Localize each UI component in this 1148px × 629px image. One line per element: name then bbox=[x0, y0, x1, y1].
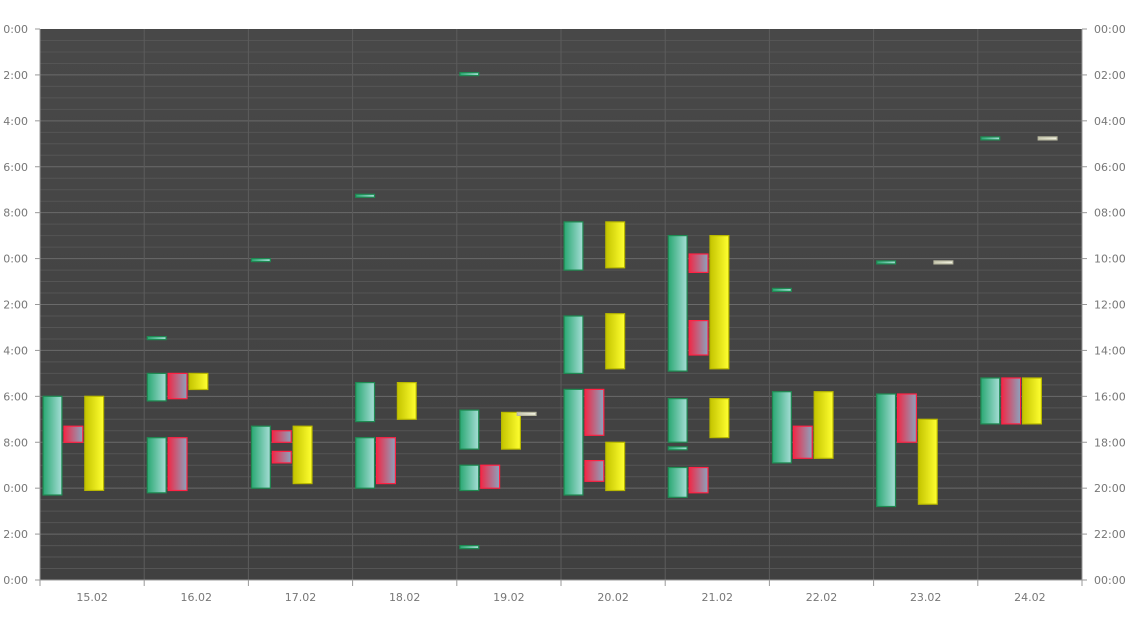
y-tick-label-left: 4:00 bbox=[3, 115, 28, 128]
y-tick-label-right: 20:00 bbox=[1094, 482, 1126, 495]
y-tick-label-right: 08:00 bbox=[1094, 207, 1126, 220]
y-tick-label-right: 02:00 bbox=[1094, 69, 1126, 82]
y-tick-label-left: 2:00 bbox=[3, 69, 28, 82]
bar-red bbox=[167, 372, 188, 400]
y-tick-label-right: 14:00 bbox=[1094, 344, 1126, 357]
bar-green bbox=[980, 377, 1001, 425]
bar-yellow bbox=[501, 411, 522, 450]
y-tick-label-right: 00:00 bbox=[1094, 23, 1126, 36]
x-tick-label: 21.02 bbox=[702, 591, 734, 604]
x-tick-label: 23.02 bbox=[910, 591, 942, 604]
x-tick-label: 22.02 bbox=[806, 591, 838, 604]
bar-cream bbox=[516, 411, 537, 416]
bar-yellow bbox=[605, 441, 626, 492]
bar-red bbox=[896, 393, 917, 443]
y-tick-label-left: 6:00 bbox=[3, 161, 28, 174]
bar-red bbox=[480, 464, 501, 489]
y-tick-label-right: 22:00 bbox=[1094, 528, 1126, 541]
bar-green bbox=[146, 372, 167, 402]
bar-cream bbox=[1037, 136, 1058, 141]
bar-green bbox=[980, 136, 1001, 141]
bar-yellow bbox=[709, 235, 730, 370]
y-tick-label-left: 8:00 bbox=[3, 207, 28, 220]
bar-red bbox=[1001, 377, 1022, 425]
bar-green bbox=[459, 464, 480, 492]
bars bbox=[42, 71, 1058, 550]
y-tick-label-right: 00:00 bbox=[1094, 574, 1126, 587]
bar-yellow bbox=[188, 372, 209, 391]
y-tick-label-right: 12:00 bbox=[1094, 299, 1126, 312]
bar-yellow bbox=[396, 382, 417, 420]
bar-yellow bbox=[605, 221, 626, 269]
bar-green bbox=[771, 287, 792, 292]
bar-green bbox=[355, 437, 376, 489]
bar-green bbox=[563, 388, 584, 496]
bar-green bbox=[876, 393, 897, 508]
bar-green bbox=[459, 71, 480, 77]
bar-red bbox=[584, 388, 605, 436]
bar-red bbox=[63, 425, 84, 443]
y-tick-label-right: 10:00 bbox=[1094, 253, 1126, 266]
y-tick-label-right: 04:00 bbox=[1094, 115, 1126, 128]
bar-yellow bbox=[292, 425, 313, 485]
bar-green bbox=[250, 425, 271, 489]
x-tick-label: 19.02 bbox=[493, 591, 525, 604]
bar-red bbox=[584, 460, 605, 482]
y-tick-label-right: 18:00 bbox=[1094, 436, 1126, 449]
bar-yellow bbox=[917, 418, 938, 505]
bar-yellow bbox=[84, 395, 105, 491]
y-tick-label-right: 16:00 bbox=[1094, 390, 1126, 403]
bar-red bbox=[271, 450, 292, 464]
bar-green bbox=[459, 544, 480, 550]
x-tick-label: 17.02 bbox=[285, 591, 317, 604]
x-tick-label: 24.02 bbox=[1014, 591, 1046, 604]
x-tick-label: 20.02 bbox=[597, 591, 629, 604]
y-tick-label-left: 6:00 bbox=[3, 390, 28, 403]
bar-red bbox=[792, 425, 813, 459]
bar-green bbox=[146, 437, 167, 494]
y-tick-label-left: 0:00 bbox=[3, 574, 28, 587]
bar-yellow bbox=[605, 313, 626, 370]
bar-green bbox=[355, 193, 376, 198]
bar-yellow bbox=[1021, 377, 1042, 425]
bar-green bbox=[667, 446, 688, 451]
y-tick-label-left: 0:00 bbox=[3, 482, 28, 495]
bar-green bbox=[771, 391, 792, 464]
bar-green bbox=[146, 336, 167, 341]
bar-yellow bbox=[709, 398, 730, 439]
bar-red bbox=[688, 320, 709, 356]
x-tick-label: 15.02 bbox=[76, 591, 108, 604]
bar-red bbox=[688, 253, 709, 273]
x-tick-label: 16.02 bbox=[181, 591, 213, 604]
axes: 0:00 00:00 2:00 02:00 4:00 04:00 6:00 06:00 8:00… bbox=[3, 23, 1125, 604]
bar-cream bbox=[933, 260, 954, 265]
bar-green bbox=[250, 258, 271, 263]
bar-green bbox=[667, 235, 688, 372]
bar-green bbox=[667, 398, 688, 443]
bar-red bbox=[376, 437, 397, 485]
bar-green bbox=[667, 466, 688, 498]
bar-yellow bbox=[813, 391, 834, 459]
y-tick-label-left: 4:00 bbox=[3, 344, 28, 357]
y-tick-label-left: 2:00 bbox=[3, 528, 28, 541]
bar-red bbox=[167, 437, 188, 492]
bar-green bbox=[42, 395, 63, 496]
bar-green bbox=[563, 315, 584, 375]
bar-green bbox=[355, 382, 376, 423]
y-tick-label-left: 0:00 bbox=[3, 23, 28, 36]
bar-green bbox=[563, 221, 584, 271]
bar-red bbox=[271, 430, 292, 443]
y-tick-label-left: 0:00 bbox=[3, 253, 28, 266]
y-tick-label-right: 06:00 bbox=[1094, 161, 1126, 174]
x-tick-label: 18.02 bbox=[389, 591, 421, 604]
bar-green bbox=[876, 260, 897, 265]
y-tick-label-left: 8:00 bbox=[3, 436, 28, 449]
bar-green bbox=[459, 409, 480, 450]
bar-red bbox=[688, 466, 709, 494]
y-tick-label-left: 2:00 bbox=[3, 299, 28, 312]
